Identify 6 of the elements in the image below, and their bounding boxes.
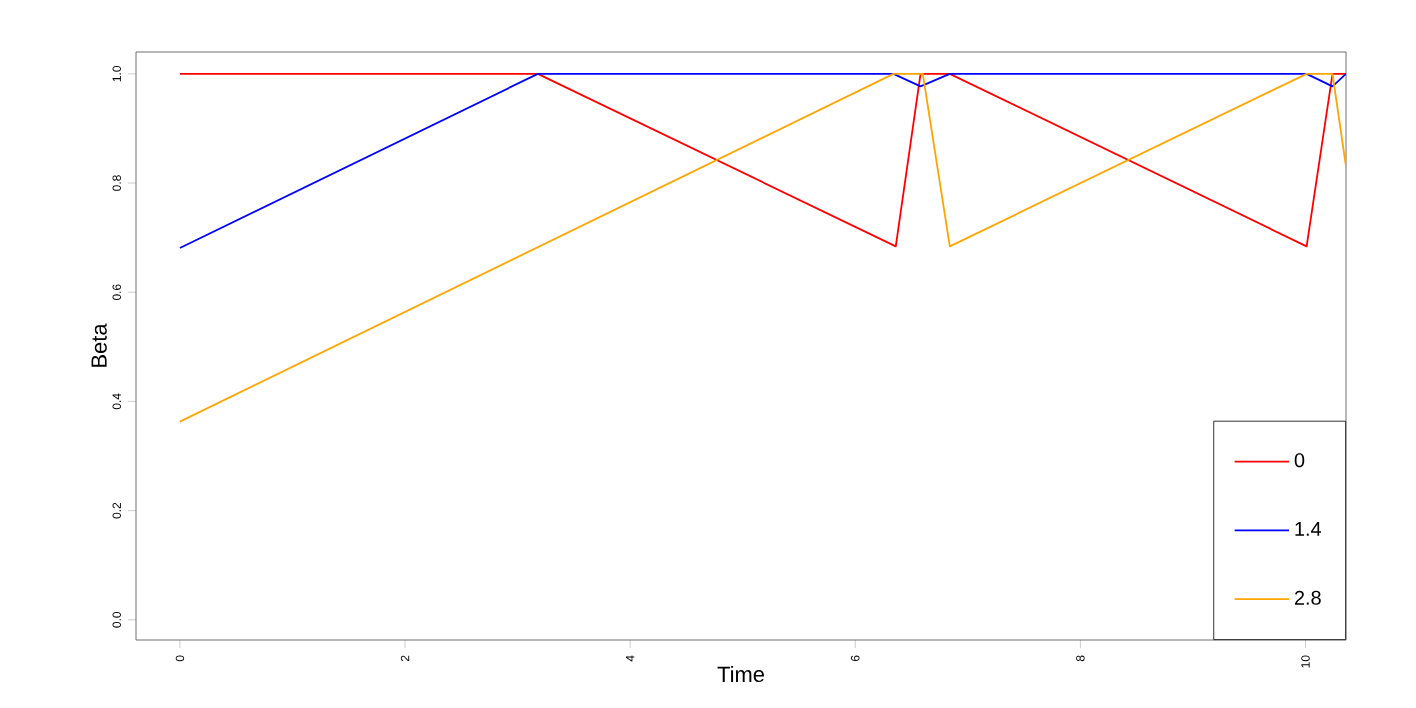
legend-label: 2.8 bbox=[1294, 590, 1321, 605]
legend-label: 0 bbox=[1294, 453, 1305, 468]
legend-label: 1.4 bbox=[1295, 522, 1322, 536]
line-series bbox=[179, 72, 1347, 423]
x-axis-title: Time bbox=[717, 666, 764, 683]
y-axis-title: Beta bbox=[91, 323, 107, 367]
